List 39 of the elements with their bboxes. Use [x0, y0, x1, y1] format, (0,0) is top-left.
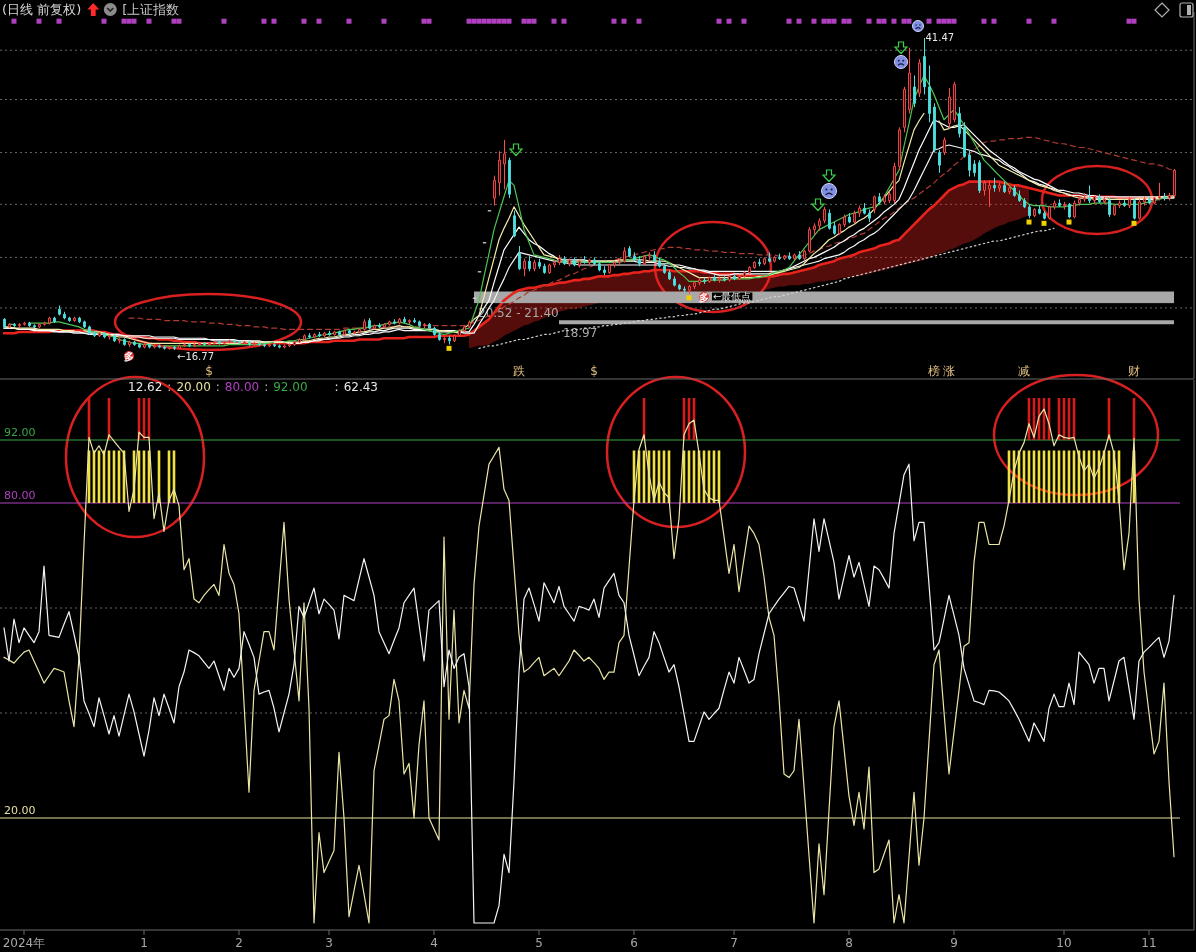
x-tick-label: 跌	[513, 364, 525, 378]
text: :	[264, 380, 269, 394]
x-tick-label: 5	[535, 936, 543, 950]
x-tick-label: $	[590, 364, 598, 378]
ref-line-label: 20.00	[4, 804, 36, 817]
text: :	[334, 380, 339, 394]
x-tick-label: 涨	[943, 364, 955, 378]
data-label: 多	[699, 291, 709, 303]
x-tick-label: $	[205, 364, 213, 378]
x-tick-label: 1	[140, 936, 148, 950]
x-tick-label: 10	[1056, 936, 1072, 950]
annotation: ←16.77	[177, 351, 215, 362]
x-tick-label: 4	[430, 936, 438, 950]
x-tick-label: 6	[630, 936, 638, 950]
chart-title: (日线 前复权)	[2, 2, 82, 17]
x-tick-label: 榜	[928, 364, 940, 378]
x-tick-label: 3	[325, 936, 333, 950]
x-tick-label: 减	[1018, 364, 1030, 378]
text: 12.62	[128, 380, 163, 394]
ref-line-label: 80.00	[4, 489, 36, 502]
annotation: 41.47	[925, 32, 955, 43]
chart-subtitle: [上证指数	[122, 2, 180, 17]
text: :	[167, 380, 172, 394]
text: 20.00	[176, 380, 211, 394]
annotation: ←最低点	[713, 290, 752, 302]
x-tick-label: 2	[235, 936, 243, 950]
data-label: 多	[124, 350, 134, 362]
x-tick-label: 7	[730, 936, 738, 950]
x-tick-label: 财	[1128, 364, 1140, 378]
series-label: 18.97	[563, 326, 598, 341]
ref-line-label: 92.00	[4, 426, 36, 439]
text: 92.00	[273, 380, 308, 394]
x-tick-label: 9	[950, 936, 958, 950]
text: 80.00	[224, 380, 260, 394]
x-tick-label: 11	[1141, 936, 1157, 950]
x-tick-label: 2024年	[2, 936, 46, 950]
text: :	[215, 380, 220, 394]
text: 62.43	[343, 380, 378, 394]
x-tick-label: 8	[845, 936, 853, 950]
